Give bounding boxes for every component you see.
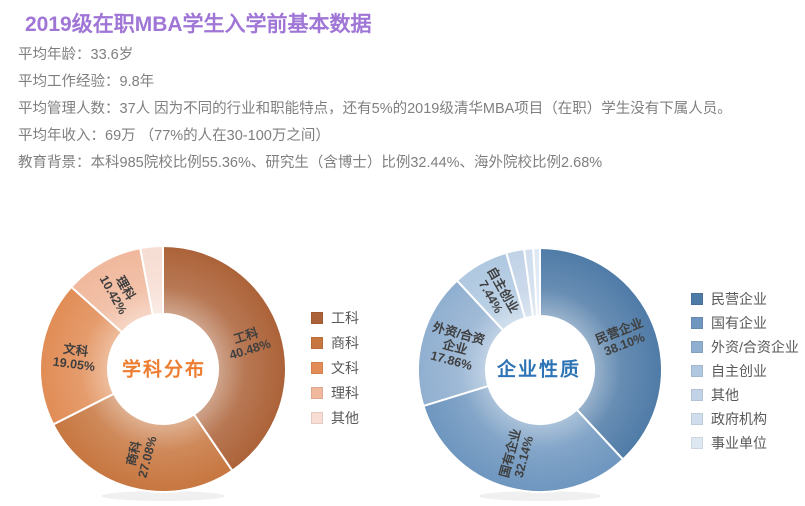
legend-item-0-0: 工科 bbox=[311, 305, 359, 330]
page-title: 2019级在职MBA学生入学前基本数据 bbox=[25, 13, 372, 36]
legend-item-1-1: 国有企业 bbox=[691, 311, 799, 335]
legend-item-0-1: 商科 bbox=[311, 330, 359, 355]
legend-swatch bbox=[691, 389, 703, 401]
legend-swatch bbox=[691, 437, 703, 449]
legend-item-1-0: 民营企业 bbox=[691, 287, 799, 311]
legend-label: 商科 bbox=[331, 334, 359, 351]
legend-item-1-4: 其他 bbox=[691, 383, 799, 407]
legend-swatch bbox=[311, 411, 323, 424]
subject-distribution-title: 学科分布 bbox=[121, 359, 207, 381]
legend-swatch bbox=[691, 341, 703, 353]
info-line: 平均管理人数：37人 因为不同的行业和职能特点，还有5%的2019级清华MBA项… bbox=[18, 101, 732, 117]
donut-shadow bbox=[479, 491, 601, 501]
legend-label: 理科 bbox=[331, 384, 359, 401]
legend-swatch bbox=[311, 386, 323, 399]
enterprise-nature-title: 企业性质 bbox=[496, 359, 582, 381]
enterprise-nature-legend: 民营企业国有企业外资/合资企业 自主创业其他政府机构事业单位 bbox=[691, 287, 799, 455]
info-list: 平均年龄：33.6岁平均工作经验：9.8年平均管理人数：37人 因为不同的行业和… bbox=[18, 42, 732, 177]
legend-swatch bbox=[311, 311, 323, 324]
legend-label: 工科 bbox=[331, 309, 359, 326]
legend-item-0-3: 理科 bbox=[311, 380, 359, 405]
info-line: 教育背景：本科985院校比例55.36%、研究生（含博士）比例32.44%、海外… bbox=[18, 155, 603, 171]
donut-shadow bbox=[101, 491, 225, 501]
subject-distribution-legend: 工科商科文科理科其他 bbox=[311, 305, 359, 430]
info-line: 平均年收入：69万 （77%的人在30-100万之间） bbox=[18, 128, 330, 144]
legend-label: 其他 bbox=[711, 387, 739, 403]
legend-item-0-4: 其他 bbox=[311, 405, 359, 430]
legend-item-1-2: 外资/合资企业 bbox=[691, 335, 799, 359]
legend-swatch bbox=[691, 365, 703, 377]
legend-label: 外资/合资企业 bbox=[711, 339, 799, 355]
legend-swatch bbox=[311, 336, 323, 349]
legend-item-0-2: 文科 bbox=[311, 355, 359, 380]
info-line: 平均工作经验：9.8年 bbox=[18, 74, 155, 90]
legend-label: 事业单位 bbox=[711, 435, 767, 451]
legend-label: 其他 bbox=[331, 409, 359, 426]
legend-label: 政府机构 bbox=[711, 411, 767, 427]
legend-label: 自主创业 bbox=[711, 363, 767, 379]
legend-label: 民营企业 bbox=[711, 291, 767, 307]
slice-label: 文科19.05% bbox=[52, 340, 98, 374]
legend-label: 文科 bbox=[331, 359, 359, 376]
legend-item-1-5: 政府机构 bbox=[691, 407, 799, 431]
legend-swatch bbox=[311, 361, 323, 374]
legend-label: 国有企业 bbox=[711, 315, 767, 331]
slice-label: 商科27.08% bbox=[121, 431, 160, 479]
legend-item-1-3: 自主创业 bbox=[691, 359, 799, 383]
legend-swatch bbox=[691, 317, 703, 329]
legend-swatch bbox=[691, 293, 703, 305]
legend-swatch bbox=[691, 413, 703, 425]
legend-item-1-6: 事业单位 bbox=[691, 431, 799, 455]
info-line: 平均年龄：33.6岁 bbox=[18, 47, 134, 63]
